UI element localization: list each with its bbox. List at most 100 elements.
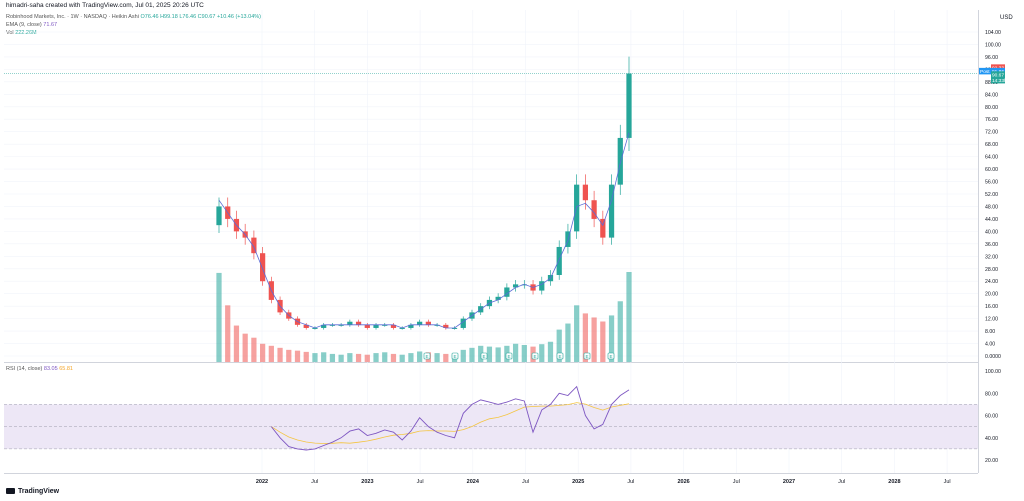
- vol-value: 222.26M: [15, 30, 37, 36]
- candle-body: [495, 296, 501, 300]
- volume-bar: [547, 341, 554, 362]
- vol-legend[interactable]: Vol 222.26M: [6, 30, 37, 37]
- earnings-marker-label: E: [453, 354, 456, 359]
- earnings-marker: [531, 352, 539, 360]
- earnings-marker: [505, 352, 513, 360]
- candle-body: [608, 184, 615, 238]
- price-axis-line: [978, 10, 979, 473]
- volume-bar: [233, 325, 240, 362]
- time-tick-label: 2023: [361, 479, 373, 485]
- time-tick-label: 2024: [467, 479, 480, 485]
- candle-body: [504, 287, 510, 297]
- volume-bar: [260, 343, 266, 362]
- ema-legend[interactable]: EMA (9, close) 71.67: [6, 22, 58, 29]
- candle-body: [408, 324, 414, 328]
- rsi-tick-label: 80.00: [985, 391, 998, 397]
- candle-body: [355, 321, 362, 325]
- time-tick-label: Jul: [627, 479, 634, 485]
- earnings-marker: [607, 352, 615, 360]
- rsi-tick-label: 20.00: [985, 458, 998, 464]
- volume-bar: [626, 272, 632, 362]
- volume-bar: [277, 347, 283, 362]
- candle-body: [347, 321, 353, 325]
- price-tick-label: 32.00: [985, 254, 998, 260]
- earnings-marker-label: E: [533, 354, 536, 359]
- volume-bar: [443, 353, 449, 362]
- candle-body: [425, 321, 431, 325]
- tradingview-footer[interactable]: TradingView: [6, 488, 59, 495]
- ema-line: [218, 132, 630, 329]
- volume-bar: [321, 352, 327, 362]
- volume-bar: [329, 353, 336, 362]
- candle-body: [312, 327, 318, 329]
- volume-bar: [251, 337, 257, 362]
- price-tick-label: 84.00: [985, 92, 998, 98]
- volume-bar: [417, 351, 423, 362]
- volume-bar: [574, 305, 580, 362]
- time-tick-label: Jul: [311, 479, 318, 485]
- currency-label: USD: [1000, 15, 1013, 21]
- candle-body: [556, 246, 562, 275]
- price-tick-label: 52.00: [985, 192, 998, 198]
- pane-divider: [4, 362, 978, 363]
- time-tick-label: 2025: [572, 479, 584, 485]
- volume-bar: [539, 344, 545, 362]
- ema-label: EMA (9, close): [6, 22, 42, 28]
- candle-body: [512, 284, 519, 288]
- price-tick-label: 80.00: [985, 105, 998, 111]
- price-tag-label: 90.67: [992, 73, 1004, 79]
- price-tag: [991, 76, 1005, 84]
- symbol-legend[interactable]: Robinhood Markets, Inc. · 1W · NASDAQ · …: [6, 14, 261, 21]
- volume-bar: [347, 353, 353, 362]
- rsi-label: RSI (14, close): [6, 366, 43, 372]
- price-tick-label: 20.00: [985, 292, 998, 298]
- candle-body: [521, 284, 527, 286]
- candle-body: [617, 137, 623, 185]
- volume-bar: [486, 346, 493, 362]
- candle-body: [460, 318, 466, 328]
- rsi-legend[interactable]: RSI (14, close) 83.05 65.81: [6, 366, 73, 373]
- volume-bar: [268, 345, 274, 362]
- volume-bar: [225, 305, 231, 362]
- candle-body: [451, 327, 458, 329]
- rsi-ma-value: 65.81: [59, 366, 73, 372]
- volume-bar: [216, 272, 222, 362]
- footer-brand: TradingView: [18, 488, 60, 495]
- volume-bar: [355, 353, 362, 362]
- candle-body: [626, 73, 632, 138]
- volume-bar: [434, 353, 440, 362]
- earnings-marker-label: E: [425, 354, 428, 359]
- candle-body: [582, 184, 588, 201]
- price-tick-label: 36.00: [985, 242, 998, 248]
- time-axis-line: [4, 473, 978, 474]
- candle-body: [399, 327, 405, 329]
- volume-bar: [591, 317, 597, 362]
- candle-body: [417, 321, 423, 325]
- volume-bar: [390, 353, 397, 362]
- candle-body: [390, 324, 397, 328]
- volume-bar: [608, 315, 615, 362]
- volume-bar: [565, 323, 571, 362]
- volume-bar: [373, 353, 379, 362]
- price-tick-label: 76.00: [985, 117, 998, 123]
- time-tick-label: 2028: [888, 479, 900, 485]
- volume-bar: [617, 301, 623, 362]
- price-tick-label: 28.00: [985, 267, 998, 273]
- price-tick-label: 40.00: [985, 229, 998, 235]
- time-tick-label: Jul: [417, 479, 424, 485]
- candle-body: [260, 253, 266, 282]
- volume-bar: [469, 347, 475, 362]
- price-tag: [979, 67, 991, 75]
- earnings-marker: [451, 352, 459, 360]
- volume-bar: [286, 349, 292, 362]
- candle-body: [591, 200, 597, 219]
- candle-body: [338, 324, 344, 326]
- earnings-marker: [423, 352, 431, 360]
- price-tick-label: 12.00: [985, 317, 998, 323]
- volume-bar: [600, 321, 606, 362]
- volume-bar: [399, 354, 405, 362]
- volume-bar: [338, 354, 344, 362]
- candle-body: [373, 324, 379, 328]
- ema-value: 71.67: [43, 22, 58, 28]
